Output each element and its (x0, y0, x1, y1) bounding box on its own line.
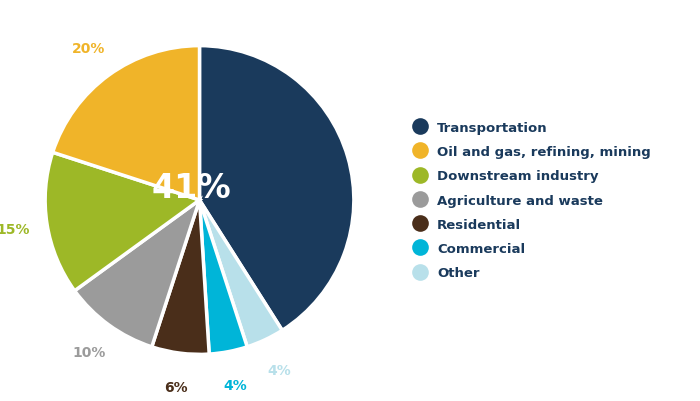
Text: 4%: 4% (268, 363, 292, 377)
Wedge shape (199, 200, 247, 354)
Legend: Transportation, Oil and gas, refining, mining, Downstream industry, Agriculture : Transportation, Oil and gas, refining, m… (407, 115, 657, 286)
Wedge shape (75, 200, 200, 347)
Wedge shape (199, 200, 282, 347)
Wedge shape (45, 153, 200, 291)
Text: 20%: 20% (72, 42, 106, 55)
Text: 10%: 10% (72, 346, 106, 359)
Text: 41%: 41% (152, 172, 232, 205)
Wedge shape (199, 47, 354, 330)
Text: 6%: 6% (164, 380, 188, 394)
Text: 15%: 15% (0, 223, 30, 237)
Wedge shape (52, 47, 199, 200)
Wedge shape (152, 200, 209, 354)
Text: 4%: 4% (223, 378, 246, 392)
